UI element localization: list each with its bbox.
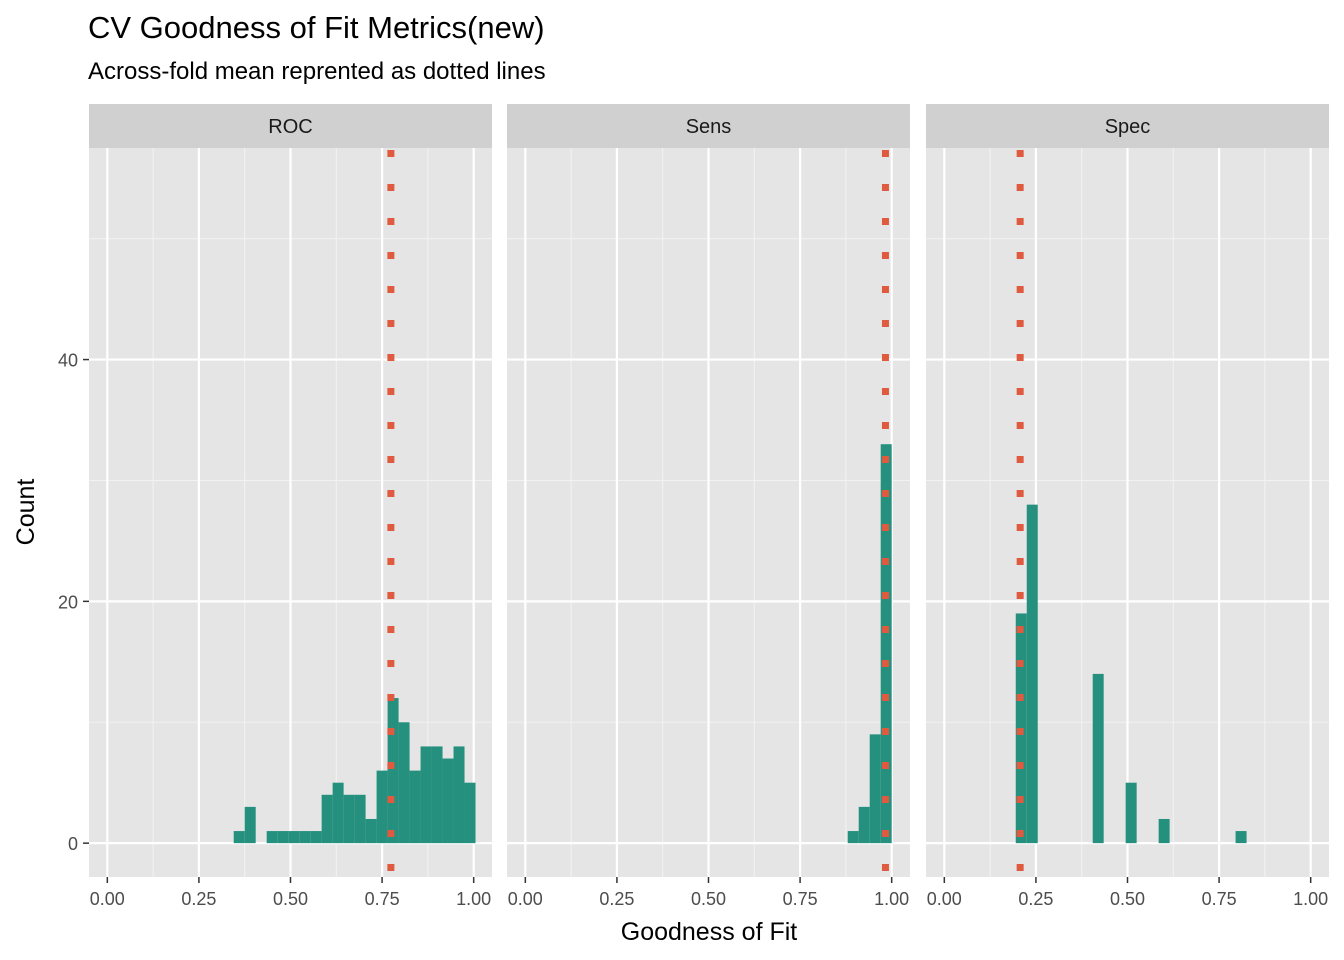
histogram-bar xyxy=(1026,504,1038,844)
histogram-bar xyxy=(299,831,311,844)
histogram-bar xyxy=(880,444,892,844)
histogram-bar xyxy=(277,831,289,844)
x-tick-label: 0.00 xyxy=(508,889,543,909)
x-tick-label: 1.00 xyxy=(456,889,491,909)
y-tick-label: 40 xyxy=(58,351,78,371)
y-tick-label: 20 xyxy=(58,592,78,612)
histogram-bar xyxy=(387,698,399,844)
chart-subtitle: Across-fold mean reprented as dotted lin… xyxy=(88,58,546,85)
histogram-bar xyxy=(442,758,454,844)
histogram-bar xyxy=(266,831,278,844)
histogram-bar xyxy=(858,806,870,844)
histogram-bar xyxy=(409,770,421,844)
histogram-bar xyxy=(431,746,443,844)
histogram-bar xyxy=(464,782,476,844)
y-axis-title: Count xyxy=(12,479,40,546)
histogram-bar xyxy=(847,831,859,844)
histogram-bar xyxy=(453,746,465,844)
histogram-bar xyxy=(1158,818,1170,844)
histogram-bar xyxy=(332,782,344,844)
facet-strip xyxy=(89,104,492,148)
facet-panel-sens: Sens 0.00 0.25 0.50 0.75 1.00 xyxy=(507,104,910,909)
histogram-bar xyxy=(398,722,410,844)
histogram-bar xyxy=(869,734,881,844)
histogram-bar xyxy=(420,746,432,844)
y-tick-label: 0 xyxy=(68,834,78,854)
x-tick-label: 0.25 xyxy=(181,889,216,909)
facet-strip-label: Spec xyxy=(1105,116,1151,138)
x-tick-label: 0.75 xyxy=(365,889,400,909)
facet-strip-label: ROC xyxy=(268,116,312,138)
histogram-bar xyxy=(233,831,245,844)
x-tick-label: 0.25 xyxy=(599,889,634,909)
x-axis-title: Goodness of Fit xyxy=(621,918,798,946)
x-tick-label: 0.50 xyxy=(273,889,308,909)
x-tick-label: 0.25 xyxy=(1018,889,1053,909)
facet-strip xyxy=(926,104,1329,148)
facet-panel-roc: ROC 0.00 0.25 0.50 0.75 1.00 xyxy=(89,104,492,909)
histogram-bar xyxy=(1125,782,1137,844)
x-tick-label: 0.75 xyxy=(1202,889,1237,909)
histogram-bar xyxy=(1235,831,1247,844)
facet-panels: ROC 0.00 0.25 0.50 0.75 1.00 Sens 0.00 0.25 0.50 0… xyxy=(89,104,1329,909)
histogram-bar xyxy=(321,794,333,844)
facet-strip xyxy=(507,104,910,148)
histogram-bar xyxy=(376,770,388,844)
histogram-bar xyxy=(244,806,256,844)
x-tick-label: 0.75 xyxy=(783,889,818,909)
x-tick-label: 1.00 xyxy=(874,889,909,909)
x-tick-label: 0.00 xyxy=(90,889,125,909)
histogram-bar xyxy=(365,818,377,844)
chart-title: CV Goodness of Fit Metrics(new) xyxy=(88,10,545,45)
histogram-bar xyxy=(343,794,355,844)
histogram-bar xyxy=(354,794,366,844)
histogram-bar xyxy=(288,831,300,844)
facet-strip-label: Sens xyxy=(686,116,732,138)
x-tick-label: 1.00 xyxy=(1293,889,1328,909)
x-tick-label: 0.50 xyxy=(691,889,726,909)
y-axis: 0 20 40 xyxy=(58,351,89,854)
histogram-bar xyxy=(310,831,322,844)
facet-panel-spec: Spec 0.00 0.25 0.50 0.75 1.00 xyxy=(926,104,1329,909)
histogram-bar xyxy=(1092,673,1104,844)
x-tick-label: 0.00 xyxy=(927,889,962,909)
x-tick-label: 0.50 xyxy=(1110,889,1145,909)
